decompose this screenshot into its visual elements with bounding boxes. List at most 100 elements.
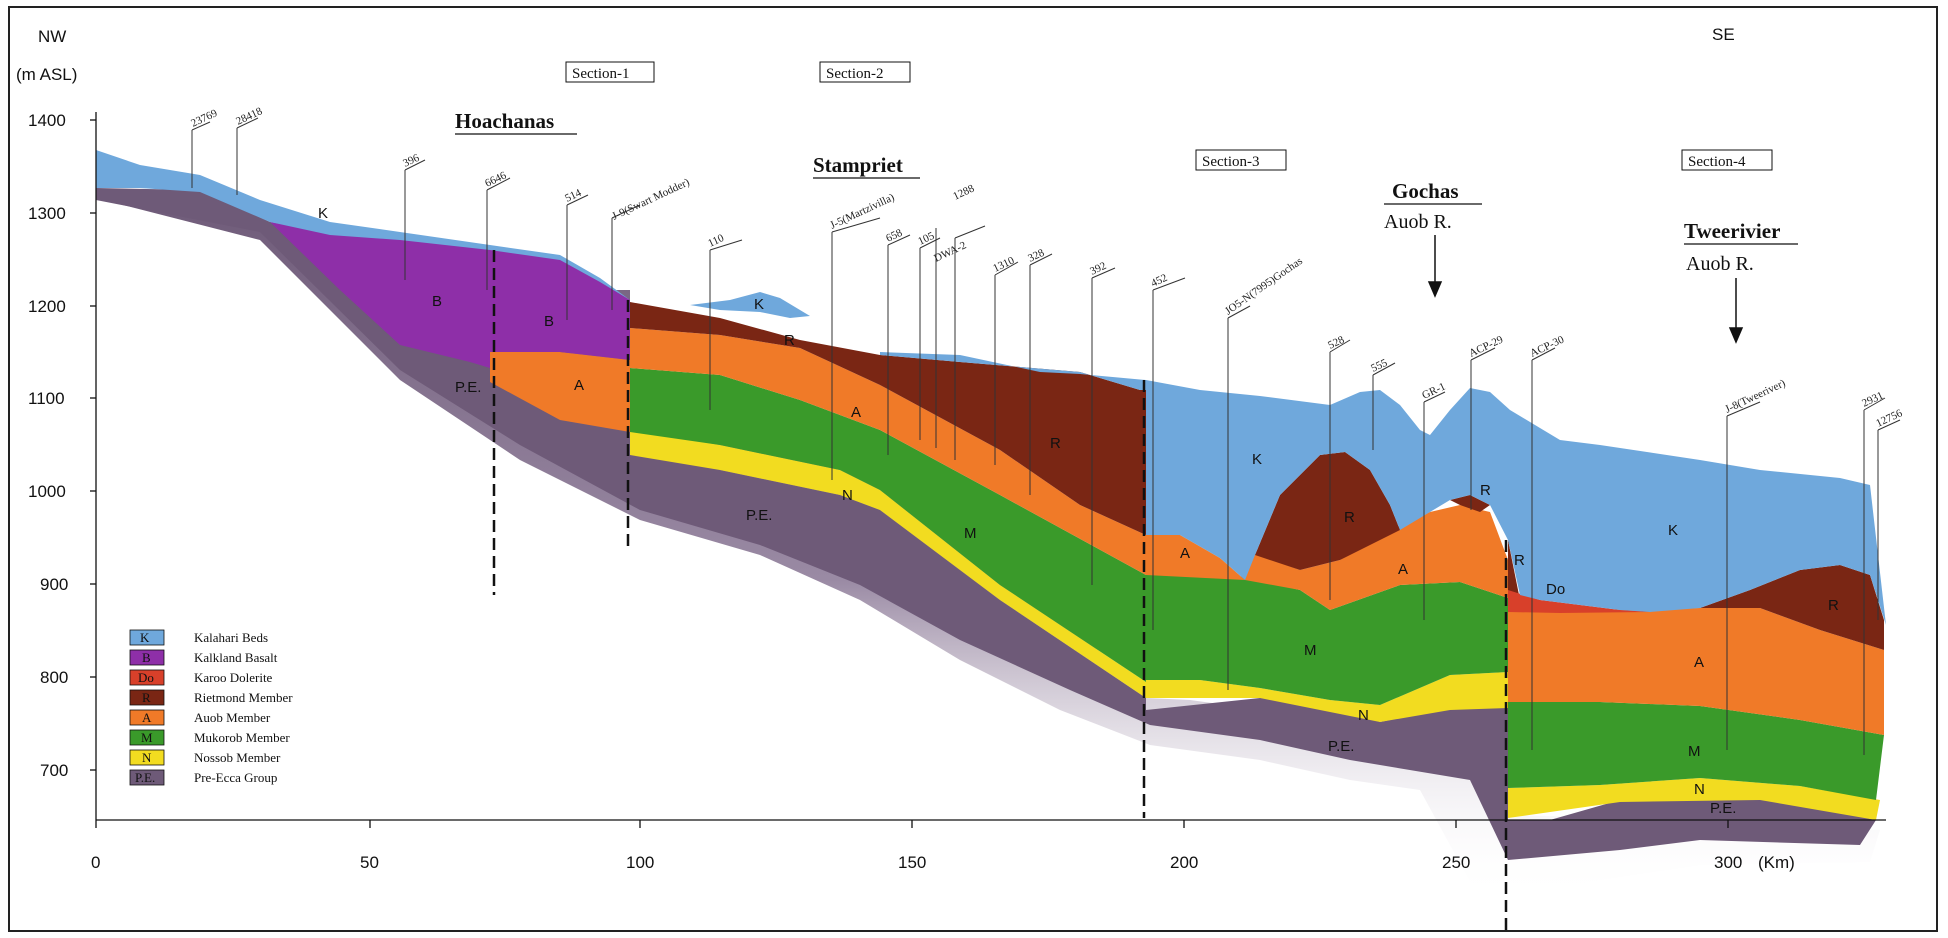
axes: [90, 112, 1886, 828]
layer-label-pe: P.E.: [746, 507, 772, 524]
layer-auob: [630, 328, 1146, 575]
layer-labels: K B B P.E. A K R A R P.E. N M A K R A M …: [318, 205, 1839, 817]
layer-auob-hoachanas: [490, 352, 630, 432]
well-lines: [191, 128, 1879, 755]
layer-rietmond: [630, 302, 1146, 535]
section-4-label: Section-4: [1688, 154, 1746, 170]
well-label: ACP-29: [1467, 333, 1505, 359]
layer-label-r: R: [784, 332, 795, 349]
river-tweerivier: Auob R.: [1686, 253, 1754, 275]
well-label: 328: [1026, 247, 1046, 265]
svg-text:Kalahari Beds: Kalahari Beds: [194, 630, 268, 645]
layer-rietmond-far-se: [1700, 565, 1884, 650]
well-label: J-9(Swart Modder): [610, 176, 692, 223]
legend-item-pre-ecca: P.E. Pre-Ecca Group: [129, 769, 277, 786]
layer-label-k: K: [318, 205, 328, 222]
well-label: ACP-30: [1528, 333, 1566, 359]
layer-rietmond-hump: [1255, 452, 1400, 570]
y-tick: 1000: [28, 482, 66, 501]
well-label: 392: [1088, 260, 1108, 278]
legend-item-dolerite: Do Karoo Dolerite: [129, 669, 273, 686]
well-label: 105: [916, 230, 936, 248]
well-label: 452: [1149, 272, 1169, 290]
layer-auob-east: [1245, 505, 1508, 610]
svg-text:Kalkland Basalt: Kalkland Basalt: [194, 650, 278, 665]
orientation-right: SE: [1712, 25, 1735, 44]
place-tweerivier: Tweerivier: [1684, 219, 1780, 243]
y-axis-unit: (m ASL): [16, 65, 77, 84]
layer-mukorob-se: [1508, 702, 1884, 800]
legend-item-rietmond: R Rietmond Member: [129, 689, 293, 706]
x-tick: 200: [1170, 853, 1198, 872]
layer-label-m: M: [1304, 642, 1317, 659]
layer-mukorob: [630, 368, 1146, 682]
x-tick: 50: [360, 853, 379, 872]
layer-kalahari-main: [880, 352, 1886, 625]
svg-text:A: A: [142, 710, 152, 725]
layer-label-pe: P.E.: [1328, 738, 1354, 755]
x-axis-unit: (Km): [1758, 853, 1795, 872]
legend: K Kalahari Beds B Kalkland Basalt Do Kar…: [129, 629, 293, 786]
layer-nossob-se: [1508, 778, 1880, 820]
legend-item-auob: A Auob Member: [129, 709, 271, 726]
layer-auob-mid: [1146, 535, 1245, 580]
layer-label-r: R: [1828, 597, 1839, 614]
svg-text:Pre-Ecca Group: Pre-Ecca Group: [194, 770, 277, 785]
legend-item-kalahari: K Kalahari Beds: [129, 629, 268, 646]
legend-item-mukorob: M Mukorob Member: [129, 729, 290, 746]
well-ticks: [191, 117, 1901, 431]
section-1-label: Section-1: [572, 66, 630, 82]
layer-label-a: A: [1398, 561, 1408, 578]
orientation-left: NW: [38, 27, 66, 46]
x-tick: 100: [626, 853, 654, 872]
well-label: 6646: [483, 169, 508, 189]
layer-label-a: A: [574, 377, 584, 394]
layer-label-r: R: [1514, 552, 1525, 569]
well-label: 514: [563, 187, 583, 205]
well-label: JO5-N(7995)Gochas: [1223, 255, 1305, 317]
layer-label-m: M: [964, 525, 977, 542]
layer-label-n: N: [1694, 781, 1705, 798]
arrow-down-icon: [1728, 327, 1744, 344]
section-labels: Section-1 Section-2 Section-3 Section-4: [565, 61, 1773, 171]
layer-label-a: A: [851, 404, 861, 421]
layer-label-a: A: [1180, 545, 1190, 562]
well-label: 658: [884, 227, 904, 245]
layer-label-r: R: [1050, 435, 1061, 452]
well-label: J-8(Tweeriver): [1723, 377, 1787, 416]
layer-nossob: [630, 430, 1146, 698]
well-label: DWA-2: [932, 239, 968, 264]
section-2-label: Section-2: [826, 66, 884, 82]
svg-text:Mukorob Member: Mukorob Member: [194, 730, 290, 745]
section-boundaries: [492, 250, 1508, 930]
x-tick: 150: [898, 853, 926, 872]
well-label: 110: [706, 232, 726, 250]
well-label: 396: [401, 152, 421, 170]
well-label: 23769: [189, 107, 219, 130]
layer-label-pe: P.E.: [1710, 800, 1736, 817]
x-tick: 250: [1442, 853, 1470, 872]
layer-label-n: N: [842, 487, 853, 504]
layer-label-k: K: [1252, 451, 1262, 468]
y-tick: 1100: [28, 389, 65, 408]
legend-item-nossob: N Nossob Member: [129, 749, 281, 766]
layer-rietmond-east: [1450, 495, 1490, 512]
place-stampriet: Stampriet: [813, 153, 903, 177]
y-tick: 700: [40, 761, 68, 780]
y-tick: 800: [40, 668, 68, 687]
layer-label-n: N: [1358, 707, 1369, 724]
river-arrows: [1427, 235, 1744, 344]
layer-kalahari-stampriet: [690, 292, 810, 318]
x-tick: 0: [91, 853, 100, 872]
layer-label-r: R: [1480, 482, 1491, 499]
place-hoachanas: Hoachanas: [455, 109, 554, 133]
well-label: 1310: [991, 254, 1016, 274]
well-label: 1288: [951, 182, 976, 202]
legend-item-basalt: B Kalkland Basalt: [129, 649, 278, 666]
well-label: GR-1: [1420, 381, 1447, 402]
svg-text:Rietmond Member: Rietmond Member: [194, 690, 293, 705]
arrow-down-icon: [1427, 281, 1443, 298]
layer-auob-se: [1508, 608, 1884, 735]
layer-label-b: B: [432, 293, 442, 310]
layer-basalt: [270, 222, 630, 368]
